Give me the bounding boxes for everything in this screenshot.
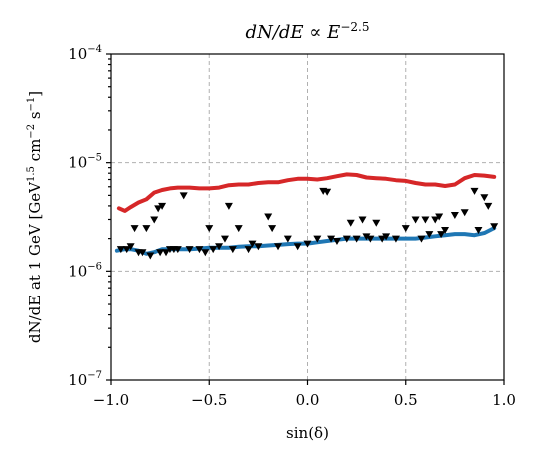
upper-limit-marker [346,219,355,227]
upper-limit-marker [362,233,371,241]
upper-limit-marker [435,213,444,221]
upper-limit-marker [460,209,469,217]
upper-limit-marker [470,187,479,195]
upper-limit-marker [441,227,450,235]
upper-limit-marker [323,188,332,196]
y-axis-label-sup-2: −2 [26,124,37,139]
upper-limit-marker [490,223,499,231]
upper-limit-marker [234,225,243,233]
upper-limit-marker [264,213,273,221]
upper-limit-marker [372,219,381,227]
y-axis-label-unit-s: s [26,111,44,123]
upper-limit-marker [205,225,214,233]
x-axis-label: sin(δ) [286,424,329,442]
upper-limit-marker [293,243,302,251]
x-tick-label: −0.5 [191,391,227,409]
upper-limit-marker [158,202,167,210]
y-tick-label: 10−7 [68,370,102,389]
chart-title-main: dN/dE ∝ E [246,22,341,43]
y-axis-label-close: ] [26,91,44,97]
upper-limit-marker [179,192,188,200]
upper-limit-marker [358,216,367,224]
upper-limit-marker [480,194,489,202]
y-tick-label: 10−6 [68,261,102,280]
upper-limit-marker [142,225,151,233]
upper-limit-marker [122,246,131,254]
plot-area [114,172,499,260]
upper-limit-marker [130,225,139,233]
upper-limit-marker [244,246,253,254]
upper-limit-marker [201,249,210,257]
y-tick-label: 10−4 [68,44,102,63]
series-line-0 [116,172,497,213]
upper-limit-marker [228,246,237,254]
upper-limit-marker [195,246,204,254]
y-tick-label: 10−5 [68,153,102,172]
y-axis-label: dN/dE at 1 GeV [GeV1.5 cm−2 s−1] [26,91,44,343]
upper-limit-marker [327,235,336,243]
upper-limit-marker [401,225,410,233]
upper-limit-marker [162,249,171,257]
upper-limit-marker [150,216,159,224]
upper-limit-marker [303,240,312,248]
x-tick-label: 1.0 [492,391,516,409]
upper-limit-marker [437,231,446,239]
chart-title-exponent: −2.5 [340,20,369,34]
upper-limit-marker [366,235,375,243]
upper-limit-marker [450,211,459,219]
upper-limit-marker [382,233,391,241]
upper-limit-marker [138,249,147,257]
upper-limit-marker [474,227,483,235]
axis-ticks: −1.0 −0.5 0.0 0.5 1.0 10−4 10−5 10−6 10−7 [68,44,516,409]
x-tick-label: −1.0 [93,391,129,409]
upper-limit-marker [173,246,182,254]
upper-limit-marker [421,216,430,224]
upper-limit-marker [248,240,257,248]
upper-limit-marker [126,243,135,251]
grid-lines [111,54,504,380]
y-axis-label-unit-cm: cm [26,139,44,166]
upper-limit-marker [254,243,263,251]
y-axis-label-sup-1: 1.5 [26,166,37,182]
upper-limit-marker [484,202,493,210]
upper-limit-marker [185,246,194,254]
upper-limit-marker [431,216,440,224]
upper-limit-marker [116,246,125,254]
upper-limit-marker [209,246,218,254]
upper-limit-marker [417,235,426,243]
upper-limit-marker [268,225,277,233]
upper-limit-marker [391,235,400,243]
upper-limit-marker [283,235,292,243]
y-axis-label-sup-3: −1 [26,97,37,112]
upper-limit-marker [215,243,224,251]
upper-limit-marker [220,235,229,243]
x-tick-label: 0.0 [296,391,320,409]
upper-limit-marker [378,235,387,243]
upper-limit-marker [156,249,165,257]
upper-limit-marker [411,216,420,224]
upper-limit-marker [313,235,322,243]
y-axis-label-main: dN/dE at 1 GeV [GeV [26,181,44,343]
upper-limit-marker [425,231,434,239]
x-tick-label: 0.5 [394,391,418,409]
upper-limit-marker [342,235,351,243]
upper-limit-marker [224,202,233,210]
upper-limit-marker [274,243,283,251]
upper-limit-marker [146,252,155,260]
upper-limit-marker [352,235,361,243]
upper-limit-marker [154,205,163,213]
upper-limit-marker [332,238,341,246]
chart-title: dN/dE ∝ E−2.5 [246,20,370,43]
